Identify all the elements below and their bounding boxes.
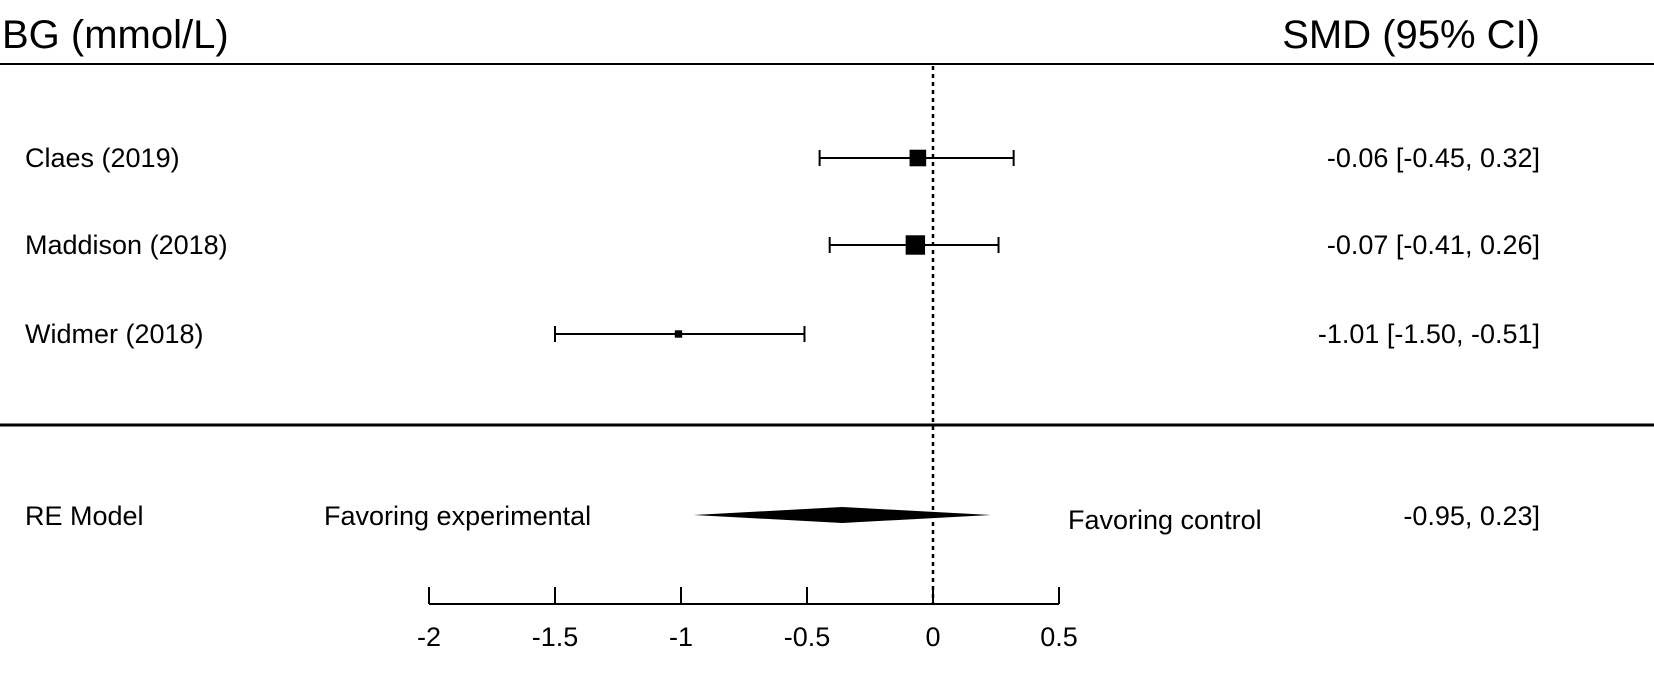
- study-ci-text: -0.07 [-0.41, 0.26]: [1327, 230, 1540, 260]
- study-ci-text: -0.06 [-0.45, 0.32]: [1327, 143, 1540, 173]
- study-ci-text: -1.01 [-1.50, -0.51]: [1318, 319, 1540, 349]
- study-label: Maddison (2018): [25, 230, 228, 260]
- summary-layer: RE Model -0.95, 0.23]: [25, 501, 1540, 531]
- study-row: Claes (2019) -0.06 [-0.45, 0.32]: [25, 143, 1540, 173]
- header-left: BG (mmol/L): [2, 13, 229, 57]
- summary-diamond: [693, 507, 991, 523]
- estimate-point: [905, 235, 926, 255]
- x-tick-label: -0.5: [784, 622, 831, 652]
- x-axis: -2 -1.5 -1 -0.5 0 0.5: [417, 587, 1078, 652]
- study-row: Widmer (2018) -1.01 [-1.50, -0.51]: [25, 319, 1540, 349]
- study-label: Widmer (2018): [25, 319, 204, 349]
- estimate-point: [674, 330, 683, 338]
- favoring-control-label: Favoring control: [1068, 505, 1262, 535]
- studies-layer: Claes (2019) -0.06 [-0.45, 0.32] Maddison …: [25, 143, 1540, 349]
- x-tick-label: 0: [925, 622, 940, 652]
- estimate-point: [909, 149, 927, 167]
- summary-ci-text: -0.95, 0.23]: [1403, 501, 1540, 531]
- header-right: SMD (95% CI): [1282, 13, 1540, 57]
- x-tick-label: -1: [669, 622, 693, 652]
- x-tick-label: 0.5: [1040, 622, 1078, 652]
- study-label: Claes (2019): [25, 143, 180, 173]
- favoring-experimental-label: Favoring experimental: [324, 501, 591, 531]
- x-tick-label: -2: [417, 622, 441, 652]
- summary-label: RE Model: [25, 501, 144, 531]
- study-row: Maddison (2018) -0.07 [-0.41, 0.26]: [25, 230, 1540, 260]
- x-tick-label: -1.5: [532, 622, 579, 652]
